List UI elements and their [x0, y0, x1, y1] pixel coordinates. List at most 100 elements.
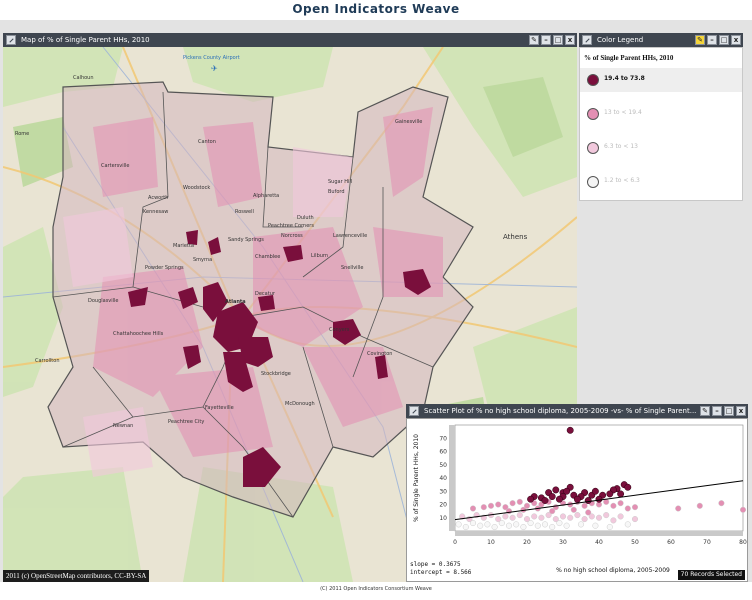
scatter-plot[interactable]: 0 10 20 30 40 50 60 70 80 10 20 30 40 50 60 70 % of Sing… [407, 419, 747, 581]
scatter-point [552, 516, 559, 523]
legend-label: 1.2 to < 6.3 [604, 177, 640, 184]
scatter-point [549, 523, 556, 531]
scatter-point [610, 502, 617, 509]
legend-item[interactable]: 19.4 to 73.8 [580, 68, 742, 92]
pin-icon[interactable]: ✎ [529, 35, 539, 45]
label-powder-springs: Powder Springs [145, 265, 184, 271]
scatter-point [516, 512, 523, 519]
scatter-point [502, 504, 509, 511]
scatter-point [567, 514, 574, 521]
maximize-icon[interactable]: □ [724, 406, 734, 416]
scatter-point [556, 520, 563, 527]
map-panel-header[interactable]: Map of % of Single Parent HHs, 2010 ✎ – … [3, 33, 577, 47]
x-axis-bar [455, 531, 743, 536]
scatter-point [631, 516, 639, 523]
minimize-icon[interactable]: – [541, 35, 551, 45]
label-carrollton: Carrollton [35, 358, 60, 364]
scatter-point [617, 490, 625, 498]
pin-icon[interactable]: ✎ [700, 406, 710, 416]
intercept-text: intercept = 8.566 [410, 569, 472, 576]
scatter-point [584, 497, 592, 504]
panel-controls: ✎ – □ x [529, 35, 575, 45]
footer-copyright: (C) 2011 Open Indicators Consortium Weav… [320, 586, 432, 592]
label-norcross: Norcross [281, 233, 303, 239]
label-atlanta: Atlanta [225, 299, 246, 305]
scatter-point [469, 520, 477, 527]
map-panel-title: Map of % of Single Parent HHs, 2010 [21, 36, 150, 44]
label-gainesville: Gainesville [395, 119, 422, 125]
scatter-point [527, 520, 534, 527]
label-athens: Athens [503, 233, 528, 241]
maximize-icon[interactable]: □ [553, 35, 563, 45]
label-woodstock: Woodstock [183, 185, 210, 191]
y-tick-label: 10 [439, 515, 447, 522]
x-tick-label: 60 [667, 539, 675, 546]
scatter-point [505, 522, 513, 529]
close-icon[interactable]: x [736, 406, 746, 416]
legend-swatch [587, 176, 599, 188]
minimize-icon[interactable]: – [712, 406, 722, 416]
label-cartersville: Cartersville [101, 163, 130, 169]
scatter-point [491, 523, 498, 531]
label-newnan: Newnan [113, 423, 133, 429]
scatter-point [581, 502, 588, 509]
scatter-point [696, 502, 703, 509]
legend-title: % of Single Parent HHs, 2010 [584, 54, 674, 62]
legend-body: % of Single Parent HHs, 2010 19.4 to 73.… [579, 47, 743, 201]
scatter-point [477, 522, 484, 529]
maximize-icon[interactable]: □ [719, 35, 729, 45]
scatter-point [469, 505, 477, 512]
scatter-panel-header[interactable]: Scatter Plot of % no high school diploma… [406, 404, 748, 418]
scatter-body[interactable]: 0 10 20 30 40 50 60 70 80 10 20 30 40 50 60 70 % of Sing… [406, 418, 748, 582]
close-icon[interactable]: x [565, 35, 575, 45]
scatter-point [624, 483, 632, 491]
label-conyers: Conyers [329, 327, 350, 333]
close-icon[interactable]: x [731, 35, 741, 45]
pin-icon[interactable]: ✎ [695, 35, 705, 45]
airport-icon: ✈ [211, 64, 218, 73]
scatter-point [523, 516, 531, 523]
label-kennesaw: Kennesaw [143, 209, 168, 215]
legend-panel-header[interactable]: Color Legend ✎ – □ x [579, 33, 743, 47]
scatter-point [516, 498, 523, 505]
scatter-point [548, 493, 556, 501]
scatter-point [480, 504, 487, 511]
legend-item[interactable]: 6.3 to < 13 [580, 136, 742, 160]
label-chamblee: Chamblee [255, 254, 280, 260]
scatter-point [534, 522, 541, 529]
scatter-point [585, 509, 592, 516]
scatter-point [549, 508, 556, 515]
panel-menu-icon[interactable] [409, 406, 419, 416]
label-peachtree-corners: Peachtree Corners [268, 223, 314, 229]
scatter-point [545, 512, 552, 519]
scatter-point [566, 426, 574, 434]
minimize-icon[interactable]: – [707, 35, 717, 45]
scatter-point [513, 521, 520, 528]
panel-menu-icon[interactable] [582, 35, 592, 45]
x-tick-label: 0 [453, 539, 457, 546]
scatter-point [502, 513, 509, 520]
scatter-point [455, 521, 462, 528]
label-peachtree-city: Peachtree City [168, 419, 204, 425]
label-smyrna: Smyrna [193, 257, 212, 263]
scatter-point [459, 513, 466, 520]
scatter-point [624, 505, 631, 512]
label-decatur: Decatur [255, 291, 276, 297]
scatter-point [606, 523, 613, 531]
map-credit: 2011 (c) OpenStreetMap contributors, CC-… [3, 570, 150, 582]
legend-item[interactable]: 13 to < 19.4 [580, 102, 742, 126]
label-calhoun: Calhoun [73, 75, 94, 81]
panel-menu-icon[interactable] [6, 35, 16, 45]
scatter-point [739, 506, 747, 513]
legend-swatch [587, 74, 599, 86]
scatter-point [487, 502, 495, 509]
scatter-point [552, 486, 560, 494]
scatter-point [509, 500, 516, 507]
scatter-point [498, 520, 505, 527]
legend-item[interactable]: 1.2 to < 6.3 [580, 170, 742, 194]
x-tick-label: 80 [739, 539, 747, 546]
legend-swatch [587, 142, 599, 154]
label-roswell: Roswell [235, 209, 254, 215]
label-acworth: Acworth [148, 195, 168, 201]
scatter-point [574, 512, 581, 519]
